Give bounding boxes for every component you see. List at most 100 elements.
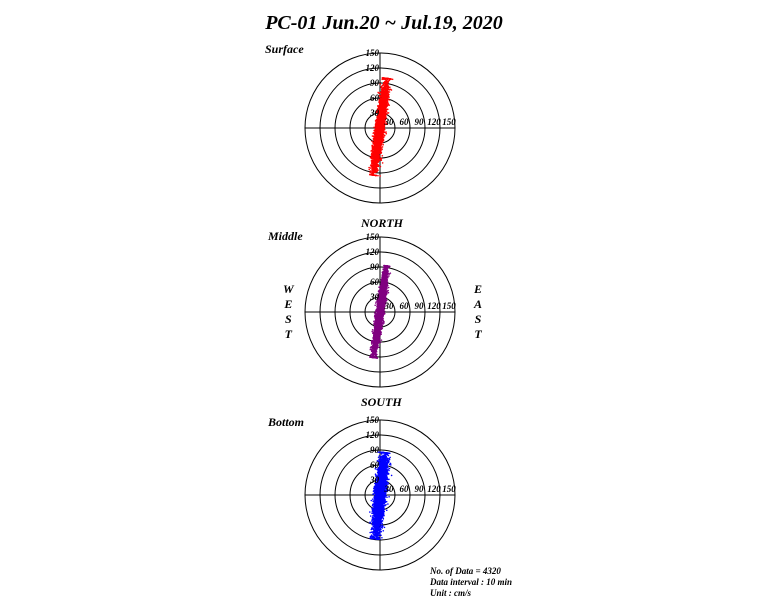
data-point — [372, 138, 375, 140]
data-point — [377, 174, 379, 177]
data-point — [374, 143, 377, 145]
data-point — [375, 133, 378, 136]
data-point — [380, 136, 382, 139]
east-tick-label: 90 — [415, 117, 425, 127]
data-point — [375, 156, 378, 159]
data-point — [374, 132, 376, 135]
data-point — [387, 112, 390, 114]
data-point — [389, 78, 392, 80]
data-point — [383, 101, 386, 103]
data-point — [383, 93, 386, 95]
data-point — [382, 138, 385, 140]
data-point — [388, 93, 390, 96]
data-point — [370, 164, 373, 167]
data-point — [383, 103, 385, 105]
data-point — [380, 99, 383, 102]
data-point — [382, 78, 385, 81]
data-point — [384, 106, 387, 109]
data-point — [385, 120, 388, 123]
data-point — [376, 154, 378, 157]
data-point — [377, 128, 379, 131]
data-point — [378, 146, 381, 148]
data-point — [381, 154, 384, 157]
data-point — [383, 91, 385, 94]
data-point — [388, 79, 390, 82]
data-point — [368, 168, 371, 171]
data-point — [375, 149, 378, 152]
data-point — [378, 159, 381, 162]
north-tick-label: 60 — [370, 93, 380, 103]
data-point — [379, 132, 382, 134]
data-point — [382, 131, 385, 133]
data-point — [377, 159, 379, 162]
data-point — [380, 123, 383, 125]
data-point — [369, 171, 371, 174]
data-point — [381, 101, 384, 104]
data-point — [388, 275, 390, 277]
data-point — [376, 169, 379, 172]
data-point — [379, 110, 382, 113]
data-point — [374, 120, 377, 122]
data-point — [374, 161, 377, 164]
data-point — [375, 153, 377, 156]
north-label: NORTH — [361, 216, 403, 230]
data-point — [387, 98, 390, 101]
data-point — [373, 320, 375, 323]
data-point — [382, 87, 385, 89]
data-point — [375, 144, 378, 147]
data-point — [385, 82, 388, 85]
data-point — [384, 85, 386, 88]
data-point — [382, 94, 385, 97]
data-point — [381, 93, 384, 96]
data-point — [380, 91, 382, 94]
data-point — [379, 129, 381, 132]
data-point — [382, 133, 385, 136]
data-point — [388, 91, 391, 93]
data-point — [374, 139, 377, 142]
data-point — [376, 109, 379, 112]
data-point — [372, 168, 374, 171]
data-point — [382, 109, 384, 111]
data-point — [389, 86, 391, 89]
scatter-series — [368, 77, 394, 177]
data-point — [379, 115, 381, 118]
data-point — [384, 82, 386, 84]
data-point — [379, 127, 381, 130]
data-point — [379, 97, 382, 100]
data-point — [381, 148, 383, 151]
data-point — [380, 102, 383, 105]
data-point — [378, 140, 381, 143]
data-point — [381, 77, 384, 80]
data-point — [371, 146, 374, 148]
data-point — [380, 157, 383, 160]
data-point — [373, 163, 375, 166]
data-point — [380, 107, 382, 110]
data-point — [384, 100, 387, 102]
data-point — [376, 125, 378, 128]
data-point — [379, 112, 382, 115]
data-point — [381, 128, 384, 131]
data-point — [370, 157, 373, 160]
data-point — [381, 138, 383, 140]
data-point — [381, 89, 383, 92]
data-point — [371, 166, 374, 169]
data-point — [385, 77, 387, 80]
data-point — [377, 165, 380, 168]
data-point — [380, 159, 383, 162]
data-point — [374, 150, 376, 153]
data-point — [382, 119, 384, 122]
data-point — [374, 167, 377, 169]
data-point — [379, 122, 382, 124]
data-point — [379, 149, 382, 152]
chart-title: PC-01 Jun.20 ~ Jul.19, 2020 — [265, 12, 503, 34]
data-point — [377, 112, 379, 114]
data-point — [386, 123, 389, 126]
data-point — [371, 147, 374, 149]
data-point — [385, 103, 388, 105]
data-point — [371, 174, 374, 176]
data-point — [381, 162, 384, 164]
data-point — [374, 171, 377, 174]
data-point — [384, 104, 387, 106]
data-point — [371, 160, 374, 162]
